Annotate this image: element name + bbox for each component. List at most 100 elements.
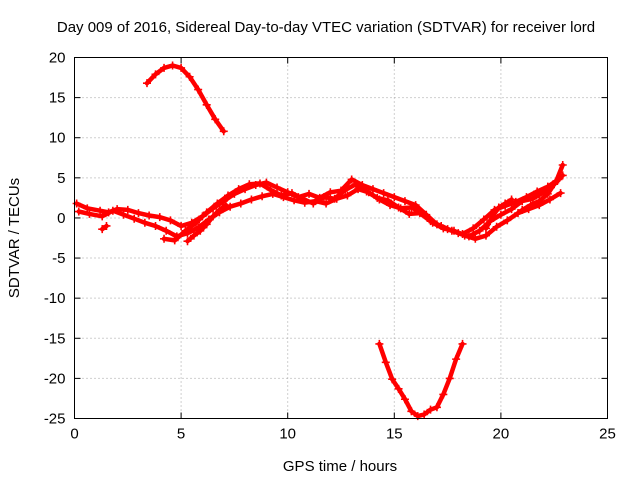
series-arc-high (144, 63, 226, 134)
data-point-marker (415, 209, 424, 218)
data-point-marker (507, 195, 516, 204)
data-point-marker (123, 205, 132, 214)
series-band-2 (76, 186, 563, 242)
data-point-marker (140, 218, 149, 227)
data-point-marker (488, 212, 497, 221)
data-point-marker (458, 339, 467, 348)
data-point-marker (255, 179, 264, 188)
data-point-marker (513, 209, 522, 218)
data-point-marker (496, 210, 505, 219)
data-point-marker (481, 224, 490, 233)
data-point-marker (326, 188, 335, 197)
data-point-marker (319, 193, 328, 202)
data-point-marker (309, 199, 318, 208)
data-point-marker (236, 199, 245, 208)
data-point-marker (202, 100, 211, 109)
y-tick-label: 0 (57, 210, 65, 227)
data-point-marker (151, 70, 160, 79)
data-point-marker (492, 222, 501, 231)
data-point-marker (388, 375, 397, 384)
data-point-marker (407, 407, 416, 416)
data-point-marker (545, 195, 554, 204)
data-point-marker (439, 390, 448, 399)
data-point-marker (405, 209, 414, 218)
data-point-marker (196, 226, 205, 235)
x-tick-label: 25 (599, 426, 616, 443)
data-point-marker (221, 201, 230, 210)
data-point-marker (452, 355, 461, 364)
data-point-marker (266, 185, 275, 194)
x-axis-label: GPS time / hours (283, 458, 397, 475)
data-point-marker (98, 212, 107, 221)
data-point-marker (247, 195, 256, 204)
data-point-marker (83, 204, 92, 213)
data-point-marker (368, 185, 377, 194)
data-point-marker (85, 209, 94, 218)
data-point-marker (226, 202, 235, 211)
data-point-marker (273, 183, 282, 192)
data-point-marker (72, 199, 81, 208)
x-tick-label: 10 (279, 426, 296, 443)
data-point-marker (168, 61, 177, 70)
data-point-marker (494, 203, 503, 212)
data-point-marker (458, 229, 467, 238)
data-point-marker (501, 199, 510, 208)
data-point-marker (183, 237, 192, 246)
data-point-marker (298, 194, 307, 203)
data-point-marker (134, 209, 143, 218)
data-point-marker (189, 231, 198, 240)
data-point-marker (558, 160, 567, 169)
data-point-marker (379, 189, 388, 198)
grid (74, 57, 608, 419)
plot-frame (74, 57, 608, 419)
data-point-marker (390, 193, 399, 202)
y-tick-label: -5 (52, 250, 65, 267)
data-point-marker (471, 234, 480, 243)
data-point-marker (287, 189, 296, 198)
data-point-marker (130, 214, 139, 223)
data-marks (72, 61, 567, 421)
data-point-marker (526, 201, 535, 210)
data-point-marker (177, 63, 186, 72)
data-point-marker (224, 191, 233, 200)
y-tick-label: 20 (49, 50, 66, 67)
y-tick-label: 15 (49, 90, 66, 107)
data-point-marker (145, 211, 154, 220)
data-point-marker (119, 210, 128, 219)
data-point-marker (394, 384, 403, 393)
data-point-marker (155, 213, 164, 222)
data-point-marker (351, 180, 360, 189)
data-point-marker (162, 226, 171, 235)
x-tick-label: 5 (177, 426, 185, 443)
data-point-marker (305, 189, 314, 198)
y-tick-label: 10 (49, 130, 66, 147)
data-point-marker (420, 410, 429, 419)
data-point-marker (347, 175, 356, 184)
data-point-marker (160, 234, 169, 243)
data-point-marker (166, 216, 175, 225)
data-point-marker (160, 63, 169, 72)
data-point-marker (400, 395, 409, 404)
data-point-marker (437, 221, 446, 230)
x-tick-label: 15 (386, 426, 403, 443)
data-point-marker (518, 205, 527, 214)
y-tick-label: 5 (57, 170, 65, 187)
data-point-marker (74, 207, 83, 216)
data-point-marker (503, 216, 512, 225)
data-point-marker (170, 236, 179, 245)
data-point-marker (194, 85, 203, 94)
series-band-1 (74, 173, 565, 239)
x-tick-label: 20 (493, 426, 510, 443)
data-point-marker (290, 196, 299, 205)
data-point-marker (96, 206, 105, 215)
data-point-marker (426, 405, 435, 414)
tick-labels: 0 5 10 15 20 25 -25 -20 -15 -10 -5 0 5 10 15 20 (44, 50, 616, 443)
data-point-marker (394, 203, 403, 212)
data-point-marker (556, 189, 565, 198)
data-point-marker (543, 189, 552, 198)
data-point-marker (258, 192, 267, 201)
data-point-marker (102, 221, 111, 230)
data-point-marker (343, 191, 352, 200)
data-point-marker (151, 221, 160, 230)
